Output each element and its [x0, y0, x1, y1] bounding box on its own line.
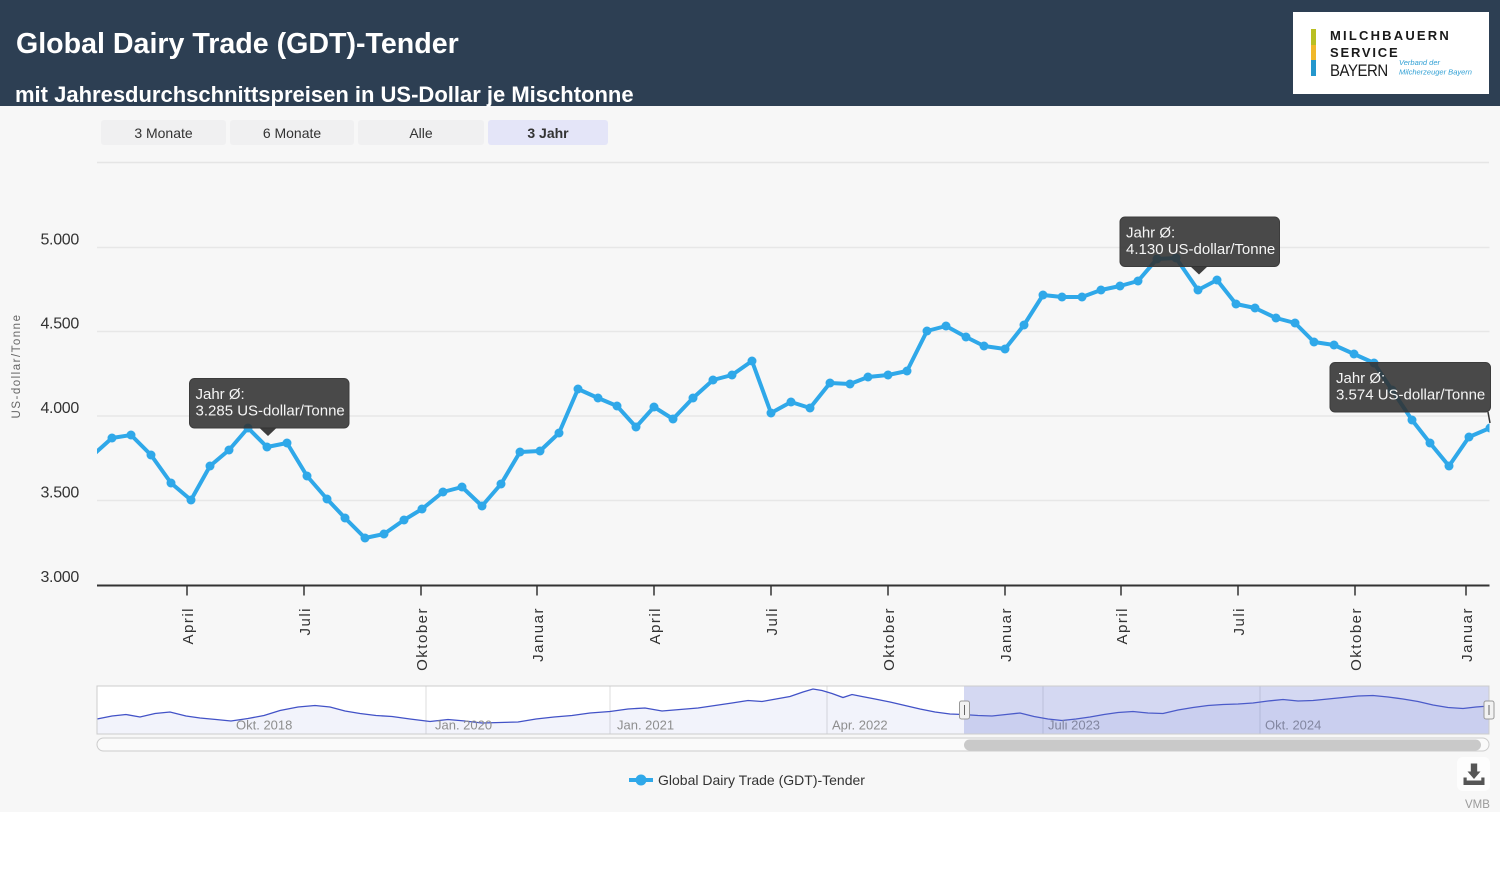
svg-text:3.285 US-dollar/Tonne: 3.285 US-dollar/Tonne — [196, 403, 345, 420]
svg-text:Apr. 2022: Apr. 2022 — [832, 718, 888, 733]
svg-text:Januar: Januar — [530, 607, 547, 662]
svg-text:VMB: VMB — [1465, 799, 1490, 811]
svg-text:Januar: Januar — [1459, 607, 1476, 662]
svg-text:4.500: 4.500 — [40, 316, 79, 333]
svg-text:Global Dairy Trade (GDT)-Tende: Global Dairy Trade (GDT)-Tender — [658, 772, 865, 788]
svg-text:Oktober: Oktober — [414, 607, 431, 671]
svg-text:Jahr Ø:: Jahr Ø: — [1336, 370, 1385, 387]
svg-text:3.500: 3.500 — [40, 485, 79, 502]
svg-text:Jahr Ø:: Jahr Ø: — [196, 386, 245, 403]
svg-text:Jan. 2021: Jan. 2021 — [617, 718, 674, 733]
svg-text:Jahr Ø:: Jahr Ø: — [1126, 225, 1175, 242]
svg-text:Okt. 2024: Okt. 2024 — [1265, 718, 1321, 733]
svg-text:US-dollar/Tonne: US-dollar/Tonne — [11, 314, 23, 419]
svg-text:Januar: Januar — [998, 607, 1015, 662]
svg-text:Juli: Juli — [297, 607, 314, 636]
svg-text:Oktober: Oktober — [881, 607, 898, 671]
svg-text:April: April — [180, 607, 197, 645]
svg-text:5.000: 5.000 — [40, 232, 79, 249]
svg-text:3.000: 3.000 — [40, 569, 79, 586]
svg-text:Jan. 2020: Jan. 2020 — [435, 718, 492, 733]
svg-text:Juli 2023: Juli 2023 — [1048, 718, 1100, 733]
svg-text:Oktober: Oktober — [1348, 607, 1365, 671]
svg-text:April: April — [647, 607, 664, 645]
svg-text:3.574 US-dollar/Tonne: 3.574 US-dollar/Tonne — [1336, 387, 1485, 404]
svg-text:Okt. 2018: Okt. 2018 — [236, 718, 292, 733]
svg-text:Juli: Juli — [764, 607, 781, 636]
svg-text:4.000: 4.000 — [40, 400, 79, 417]
svg-text:4.130 US-dollar/Tonne: 4.130 US-dollar/Tonne — [1126, 241, 1275, 258]
svg-text:Juli: Juli — [1231, 607, 1248, 636]
svg-text:April: April — [1114, 607, 1131, 645]
